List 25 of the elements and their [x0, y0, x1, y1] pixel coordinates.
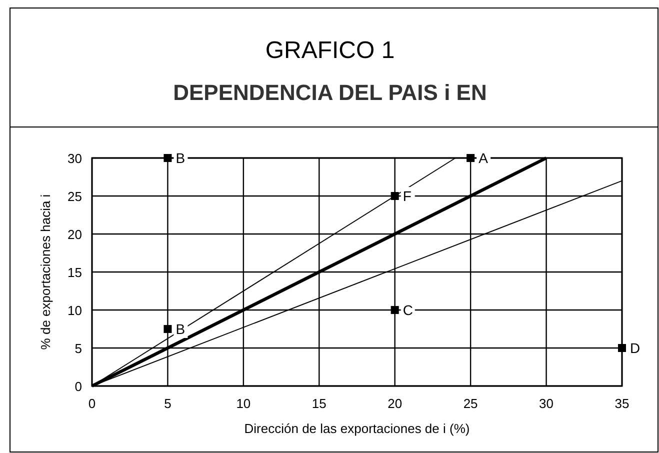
x-tick-label: 35	[614, 396, 630, 411]
chart-subtitle: DEPENDENCIA DEL PAIS i EN	[173, 80, 487, 105]
chart-title: GRAFICO 1	[265, 37, 395, 64]
x-tick-label: 25	[463, 396, 478, 411]
y-tick-label: 15	[68, 265, 82, 280]
y-tick-label: 5	[74, 341, 82, 356]
annotation: C	[402, 302, 413, 318]
y-tick-label: 20	[68, 227, 82, 242]
annotation: F	[402, 188, 412, 204]
y-axis-title: % de exportaciones hacia i	[38, 194, 53, 350]
annotation: D	[630, 340, 640, 356]
x-tick-label: 5	[164, 396, 172, 411]
y-tick-label: 0	[74, 379, 82, 394]
x-tick-label: 10	[236, 396, 251, 411]
x-tick-label: 30	[539, 396, 554, 411]
x-axis-title: Dirección de las exportaciones de i (%)	[244, 421, 470, 436]
x-tick-label: 15	[312, 396, 326, 411]
annotation: B	[176, 321, 186, 337]
x-tick-label: 20	[388, 396, 402, 411]
x-tick-label: 0	[88, 396, 96, 411]
annotation: B	[176, 150, 186, 166]
annotation: A	[478, 150, 489, 166]
y-tick-label: 30	[68, 151, 82, 166]
y-tick-label: 25	[68, 189, 82, 204]
y-tick-label: 10	[68, 303, 82, 318]
